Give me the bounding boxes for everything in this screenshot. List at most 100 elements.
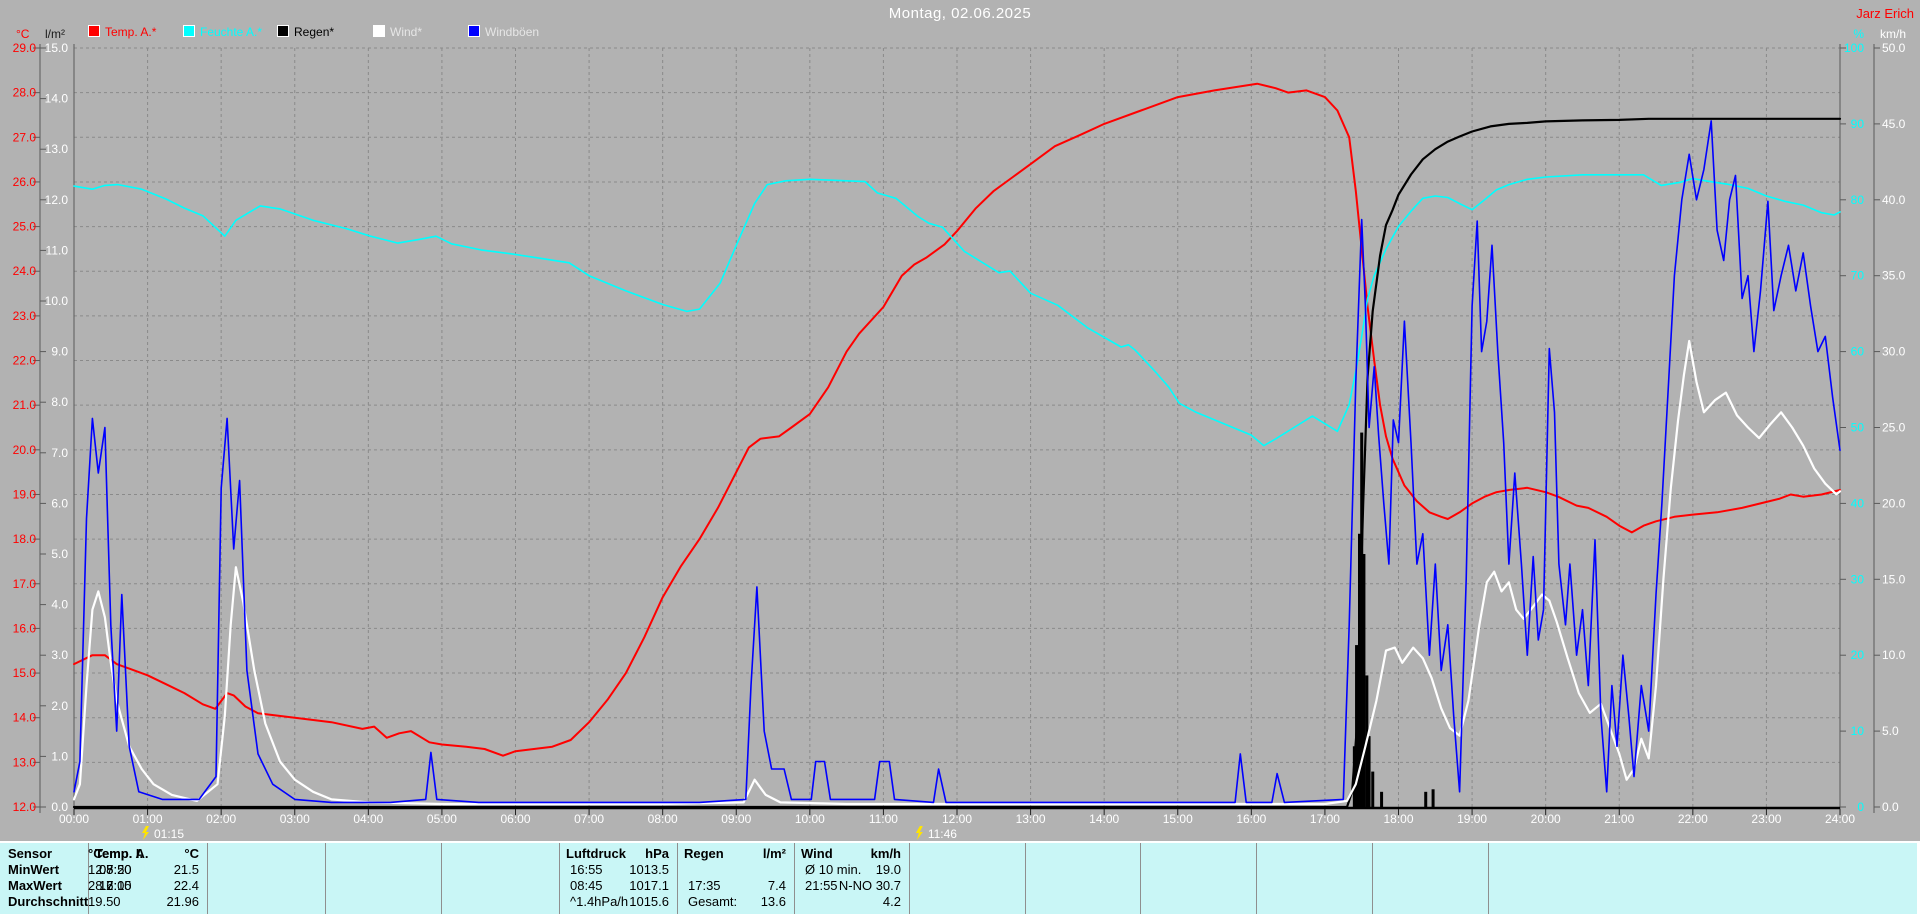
weather-chart-canvas: 29.0 28.0 27.0 26.0 25.0 24.0 23.0 22.0 21.0 20.0… [13,41,1906,841]
axis-tick-label: 0.0 [1882,800,1899,814]
legend-swatch-icon [277,25,289,37]
temp-a--series-line [73,82,1841,757]
table-value-time: 05:50 [99,862,132,877]
axis-tick-label: 10:00 [795,812,825,826]
axis-tick-label: 22.0 [13,354,37,368]
table-divider [441,843,442,914]
axis-tick-label: 13.0 [45,142,69,156]
rain-bar [1371,771,1375,807]
axis-tick-label: 00:00 [59,812,89,826]
axis-tick-label: 70 [1851,269,1865,283]
table-divider [559,843,560,914]
axis-tick-label: 13.0 [13,755,37,769]
table-divider [207,843,208,914]
windb-en-series-line [73,120,1841,804]
axis-tick-label: 100 [1844,41,1864,55]
axis-tick-label: 10 [1851,724,1865,738]
axis-tick-label: 11.0 [46,243,69,257]
table-group-name: Temp. A. [95,846,149,861]
rain-bar [1358,533,1362,807]
table-value-time: 17:10 [99,878,132,893]
table-divider [325,843,326,914]
lightning-marker: 11:46 [915,826,957,841]
table-group-unit: km/h [870,846,901,861]
left-axis-rain-unit: l/m² [45,27,65,41]
axis-tick-label: 28.0 [13,86,37,100]
table-value: 21.5 [173,862,199,877]
axis-tick-label: 35.0 [1882,269,1906,283]
marker-time-label: 11:46 [928,827,957,841]
axis-tick-label: 29.0 [13,41,37,55]
left-axis-temp-unit: °C [16,27,30,41]
axis-tick-label: 02:00 [206,812,236,826]
axis-tick-label: 16:00 [1236,812,1266,826]
legend-swatch-icon [373,25,385,37]
axis-tick-label: 3.0 [51,648,68,662]
table-value: 28.2 [88,878,114,893]
axis-tick-label: 21.0 [13,398,37,412]
axis-tick-label: 05:00 [427,812,457,826]
axis-tick-label: 22:00 [1678,812,1708,826]
axis-tick-label: 12.0 [45,193,69,207]
axis-tick-label: 17:00 [1310,812,1340,826]
axis-tick-label: 9.0 [51,345,68,359]
table-divider [1140,843,1141,914]
table-row-label: Sensor [8,846,53,861]
axis-tick-label: 14:00 [1089,812,1119,826]
axis-tick-label: 15.0 [45,41,69,55]
axis-tick-label: 01:00 [133,812,163,826]
table-value: 1017.1 [629,878,669,893]
table-value: 1015.6 [629,894,669,909]
lightning-icon [141,826,149,840]
axis-tick-label: 50.0 [1882,41,1906,55]
axis-tick-label: 15.0 [1882,572,1906,586]
legend-item-windb-en: Windböen [468,25,539,39]
axis-tick-label: 17.0 [13,577,37,591]
table-divider [909,843,910,914]
axis-tick-label: 23:00 [1751,812,1781,826]
axis-tick-label: 2.0 [51,699,68,713]
table-divider [1025,843,1026,914]
rain-bar [1352,746,1356,807]
lightning-icon [915,826,923,840]
axis-tick-label: 09:00 [721,812,751,826]
axis-tick-label: 90 [1851,117,1865,131]
axis-tick-label: 24:00 [1825,812,1855,826]
legend-swatch-icon [468,25,480,37]
table-group-unit: hPa [645,846,669,861]
axis-tick-label: 24.0 [13,264,37,278]
axis-tick-label: 25.0 [13,220,37,234]
axis-tick-label: 16.0 [13,621,37,635]
table-divider [794,843,795,914]
axis-tick-label: 03:00 [280,812,310,826]
table-value-time: Gesamt: [688,894,738,909]
table-value: 19.0 [875,862,901,877]
table-group-unit: l/m² [762,846,786,861]
table-row-label: MinWert [8,862,60,877]
axis-tick-label: 18:00 [1383,812,1413,826]
axis-tick-label: 80 [1851,193,1865,207]
table-value-time: 21:55 [805,878,838,893]
axis-tick-label: 20.0 [13,443,37,457]
rain-bar [1431,789,1435,807]
table-value-time: 17:35 [688,878,721,893]
axis-tick-label: 19.0 [13,487,37,501]
legend-swatch-icon [88,25,100,37]
legend-item-label: Windböen [485,25,540,39]
stats-table: Sensor MinWert MaxWert Durchschnitt Temp. A.… [0,841,1920,914]
axis-tick-label: 1.0 [51,749,68,763]
marker-time-label: 01:15 [154,827,184,841]
axis-tick-label: 6.0 [51,496,68,510]
axis-tick-label: 0.0 [51,800,68,814]
table-divider [1488,843,1489,914]
table-group-name: Temp. I. [95,846,144,861]
axis-tick-label: 19:00 [1457,812,1487,826]
axis-tick-label: 20 [1851,648,1865,662]
page-title: Montag, 02.06.2025 [888,5,1032,22]
table-value-time: 07:20 [99,862,132,877]
table-group-name: Wind [801,846,833,861]
legend-item-label: Temp. A.* [105,25,157,39]
legend-item-regen-: Regen* [277,25,334,39]
table-value-time: 16:05 [99,878,132,893]
